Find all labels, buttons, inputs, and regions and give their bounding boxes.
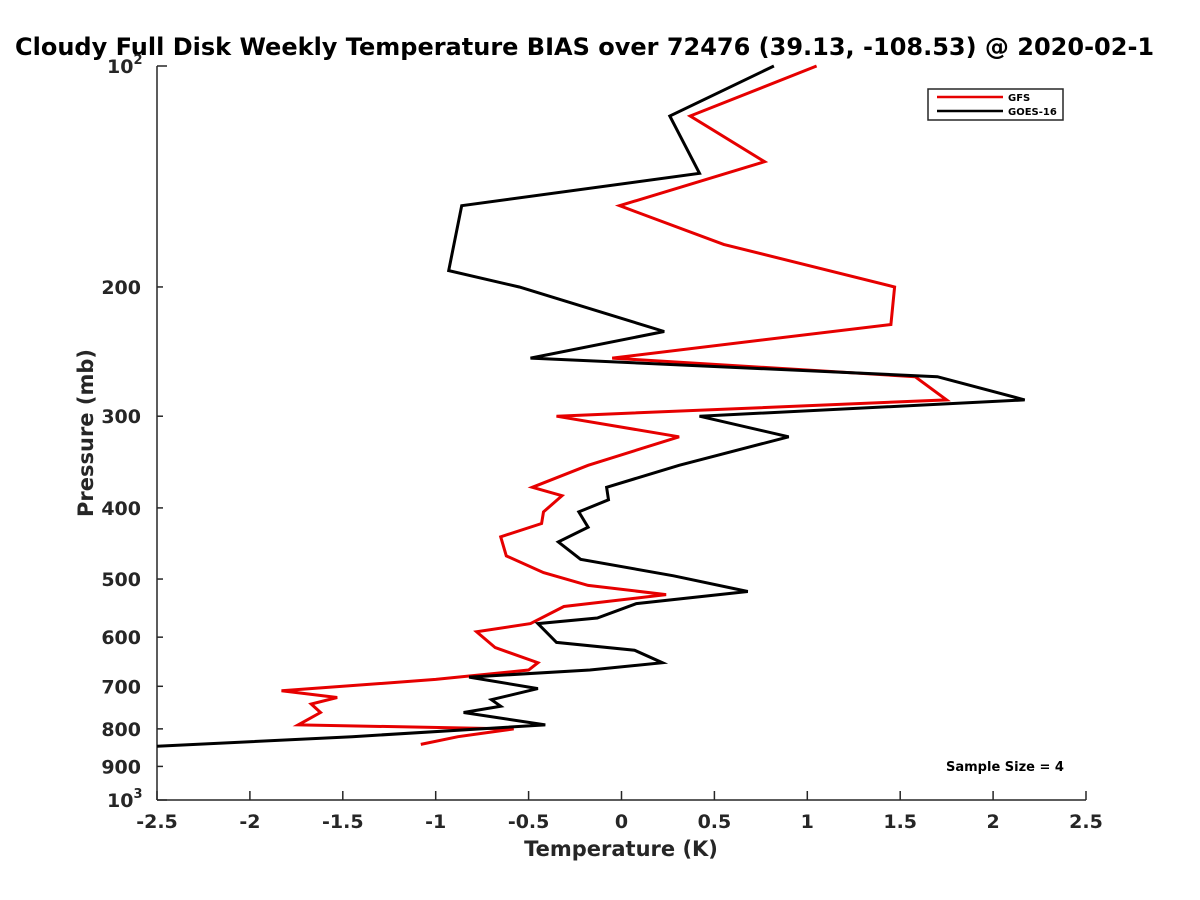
y-tick-label: 400	[101, 498, 141, 520]
y-tick-label: 300	[101, 406, 141, 428]
y-tick-label: 700	[101, 676, 141, 698]
legend-label-goes16: GOES-16	[1008, 107, 1057, 118]
y-tick-label: 800	[101, 719, 141, 741]
legend: GFS GOES-16	[927, 88, 1064, 121]
legend-label-gfs: GFS	[1008, 93, 1030, 104]
x-tick-label: -2	[239, 811, 260, 833]
x-tick-label: -1	[425, 811, 446, 833]
series-line-goes16	[156, 64, 1026, 748]
x-tick-label: -0.5	[508, 811, 550, 833]
y-tick-exponent: 2	[133, 53, 142, 68]
y-axis-label: Pressure (mb)	[74, 349, 98, 517]
y-tick-label: 103	[107, 787, 143, 812]
y-tick-label: 900	[101, 756, 141, 778]
x-tick-label: -2.5	[136, 811, 178, 833]
series-lines	[156, 64, 1026, 748]
y-tick-base: 10	[107, 790, 133, 812]
x-axis-ticks: -2.5 -2 -1.5 -1 -0.5 0 0.5 1 1.5 2 2.5	[136, 791, 1103, 833]
y-tick-base: 10	[107, 56, 133, 78]
x-tick-label: 2.5	[1069, 811, 1103, 833]
x-tick-label: 0	[615, 811, 628, 833]
x-tick-label: 2	[986, 811, 999, 833]
x-axis-label: Temperature (K)	[524, 837, 718, 861]
x-tick-label: 0.5	[698, 811, 732, 833]
series-line-gfs	[281, 64, 951, 746]
y-tick-label: 600	[101, 627, 141, 649]
sample-size-annotation: Sample Size = 4	[946, 760, 1064, 775]
x-tick-label: 1	[801, 811, 814, 833]
chart-title: Cloudy Full Disk Weekly Temperature BIAS…	[15, 33, 1154, 61]
y-tick-label: 102	[107, 53, 143, 78]
y-tick-exponent: 3	[133, 787, 142, 802]
legend-box	[927, 88, 1064, 121]
x-tick-label: -1.5	[322, 811, 364, 833]
y-tick-label: 200	[101, 277, 141, 299]
x-tick-label: 1.5	[883, 811, 917, 833]
y-tick-label: 500	[101, 569, 141, 591]
